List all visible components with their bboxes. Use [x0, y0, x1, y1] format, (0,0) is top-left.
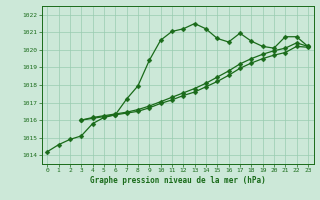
X-axis label: Graphe pression niveau de la mer (hPa): Graphe pression niveau de la mer (hPa): [90, 176, 266, 185]
